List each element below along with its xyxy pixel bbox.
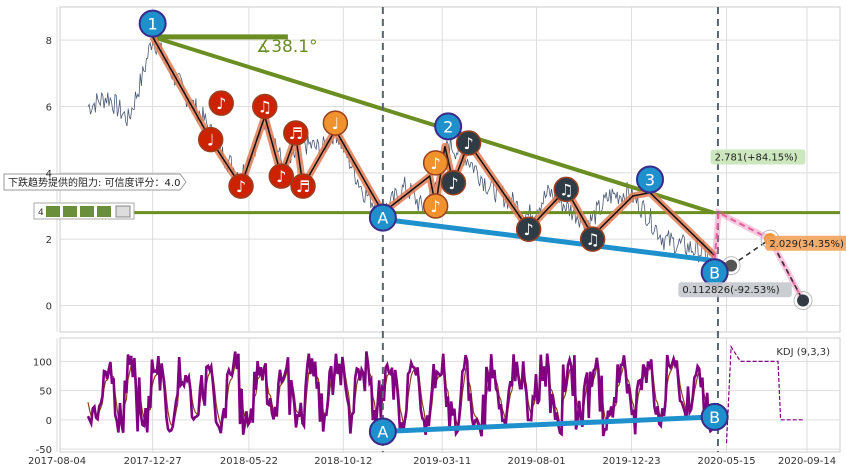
upper-trend-line xyxy=(152,34,714,215)
note-icon: ♬ xyxy=(296,177,310,196)
kdj-point-text: A xyxy=(377,423,388,442)
wave-note-marker xyxy=(455,130,482,156)
forecast-label: 2.781(+84.15%) xyxy=(715,153,798,164)
wave-note-marker xyxy=(579,226,606,252)
price-y-tick: 2 xyxy=(46,235,52,246)
x-tick: 2020-09-14 xyxy=(778,456,836,467)
note-icon: ♫ xyxy=(258,97,272,116)
note-icon: ♪ xyxy=(448,174,458,193)
kdj-k-line xyxy=(86,351,715,438)
blue-trend-line xyxy=(382,216,715,264)
kdj-series xyxy=(86,344,805,444)
x-tick: 2018-10-12 xyxy=(314,456,372,467)
kdj-label: KDJ (9,3,3) xyxy=(776,347,830,358)
wave-note-marker xyxy=(422,150,449,176)
kdj-forecast-line xyxy=(725,344,805,444)
rating-icon xyxy=(63,206,77,217)
price-y-tick: 0 xyxy=(46,301,52,312)
wave-note-marker xyxy=(515,216,542,242)
kdj-y-tick: 100 xyxy=(33,357,52,368)
kdj-point-label xyxy=(700,402,729,431)
wave-point-label xyxy=(368,203,397,232)
wave-note-marker xyxy=(290,173,316,199)
wave-note-marker xyxy=(283,120,309,146)
resistance-text: 下跌趋势提供的阻力: 可信度评分：4.0 xyxy=(8,176,180,189)
forecast-label-box xyxy=(765,235,846,251)
x-tick: 2020-05-15 xyxy=(697,456,755,467)
note-icon: ♬ xyxy=(289,124,303,143)
forecast-line xyxy=(713,211,804,301)
note-icon: ♪ xyxy=(431,154,441,173)
note-icon: ♪ xyxy=(276,167,286,186)
kdj-y-tick: 0 xyxy=(46,416,52,427)
note-icon: ♩ xyxy=(207,131,215,150)
note-icon: ♪ xyxy=(236,177,246,196)
wave-point-text: A xyxy=(377,209,388,228)
forecast-marker-ring xyxy=(793,290,813,310)
kdj-y-ticks: -50 0 50 100 xyxy=(33,357,52,456)
x-tick: 2019-12-23 xyxy=(602,456,660,467)
wave-point-label xyxy=(138,9,167,38)
annotations: ∡38.1°♩♪♪♫♪♬♬♩♪♪♪♪♪♫♫123ABAB2.781(+84.15… xyxy=(3,7,846,452)
forecast-label-box xyxy=(678,282,792,298)
wave-point-text: 3 xyxy=(645,170,655,189)
wave-point-text: 1 xyxy=(148,15,158,34)
wave-note-marker xyxy=(553,176,579,203)
note-icon: ♪ xyxy=(524,220,534,239)
note-icon: ♩ xyxy=(332,114,340,133)
price-y-tick: 4 xyxy=(46,169,52,180)
kdj-point-label xyxy=(368,417,397,446)
rating-icon-empty xyxy=(115,205,131,218)
wave-note-marker xyxy=(322,110,349,136)
kdj-y-tick: -50 xyxy=(36,445,52,456)
wave-point-label xyxy=(636,165,665,194)
forecast-marker xyxy=(797,294,810,307)
rating-icon xyxy=(97,206,111,217)
wave-note-marker xyxy=(422,193,449,219)
wave-note-marker xyxy=(208,90,234,116)
price-y-tick: 8 xyxy=(46,36,52,47)
kdj-point-text: B xyxy=(709,408,720,427)
price-y-tick: 6 xyxy=(46,102,52,113)
wave-point-label xyxy=(434,112,463,141)
price-y-ticks: 0 2 4 6 8 xyxy=(46,36,52,312)
note-icon: ♪ xyxy=(431,197,441,216)
rating-icon xyxy=(46,206,60,217)
wave-note-marker xyxy=(197,126,224,153)
x-tick: 2017-12-27 xyxy=(124,456,182,467)
forecast-label: 0.112826(-92.53%) xyxy=(682,285,779,296)
x-tick: 2019-03-11 xyxy=(413,456,471,467)
x-tick: 2018-05-22 xyxy=(220,456,278,467)
note-icon: ♫ xyxy=(585,230,599,249)
x-tick: 2017-08-04 xyxy=(28,456,86,467)
angle-label: ∡38.1° xyxy=(256,37,318,57)
x-axis-ticks: 2017-08-04 2017-12-27 2018-05-22 2018-10-12… xyxy=(28,456,836,467)
forecast-label-box xyxy=(710,149,806,165)
forecast-dark-line xyxy=(714,237,804,301)
x-tick: 2019-08-01 xyxy=(507,456,565,467)
wave-point-text: B xyxy=(709,263,720,282)
wave-note-marker xyxy=(440,170,467,196)
wave-point-text: 2 xyxy=(443,117,453,136)
rating-icon xyxy=(80,206,94,217)
kdj-blue-trend xyxy=(382,414,715,435)
wave-note-marker xyxy=(252,93,278,120)
note-icon: ♪ xyxy=(464,134,474,153)
note-icon: ♫ xyxy=(559,180,573,199)
rating-value: 4 xyxy=(38,208,44,218)
wave-note-marker xyxy=(228,173,254,199)
note-icon: ♪ xyxy=(216,94,226,113)
resistance-box xyxy=(3,173,187,191)
forecast-label: 2.029(34.35%) xyxy=(769,239,844,250)
wave-note-marker xyxy=(268,163,295,189)
kdj-y-tick: 50 xyxy=(39,387,52,398)
